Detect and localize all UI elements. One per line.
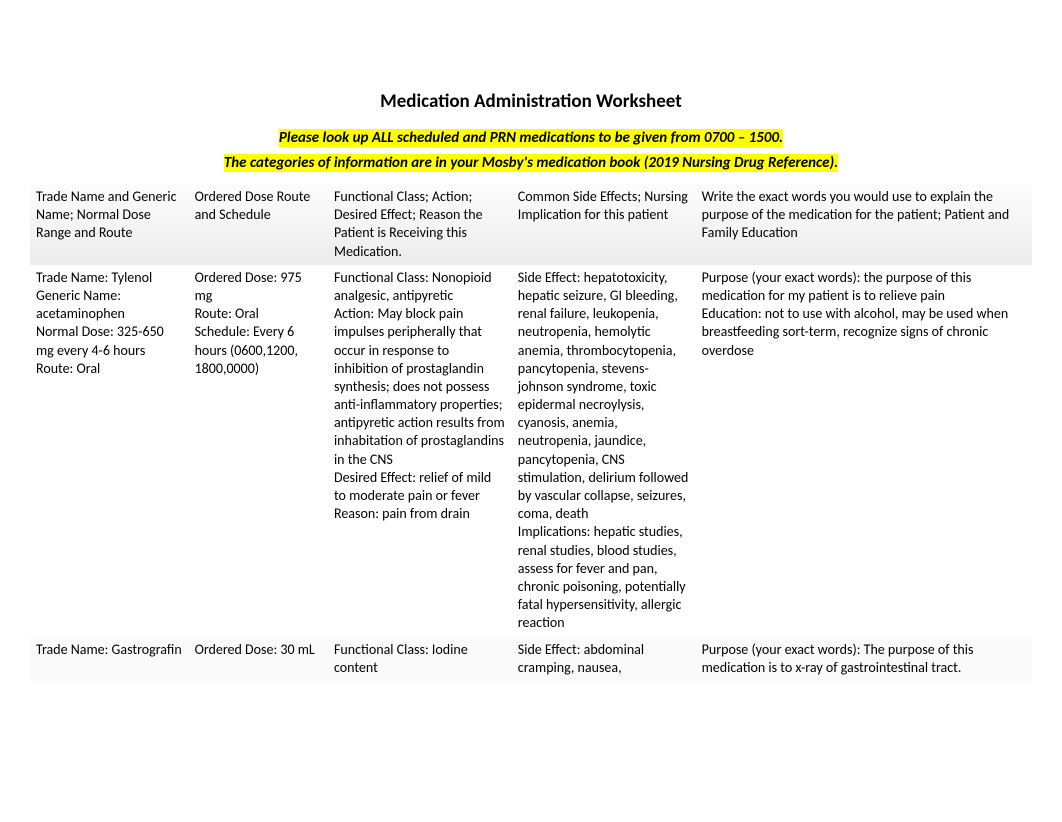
cell-text: Purpose (your exact words): The purpose … bbox=[702, 641, 1026, 677]
cell-trade-name: Trade Name: Tylenol Generic Name: acetam… bbox=[30, 265, 189, 637]
instruction-line-2: The categories of information are in you… bbox=[224, 154, 838, 172]
cell-side-effects: Side Effect: hepatotoxicity, hepatic sei… bbox=[512, 265, 696, 637]
cell-ordered-dose: Ordered Dose: 975 mg Route: Oral Schedul… bbox=[189, 265, 328, 637]
col-header-side-effects: Common Side Effects; Nursing Implication… bbox=[512, 184, 696, 265]
cell-text: Desired Effect: relief of mild to modera… bbox=[334, 469, 506, 505]
cell-text: Education: not to use with alcohol, may … bbox=[702, 305, 1026, 360]
table-header-row: Trade Name and Generic Name; Normal Dose… bbox=[30, 184, 1032, 265]
cell-text: Implications: hepatic studies, renal stu… bbox=[518, 523, 690, 632]
cell-ordered-dose: Ordered Dose: 30 mL bbox=[189, 637, 328, 681]
col-header-functional-class: Functional Class; Action; Desired Effect… bbox=[328, 184, 512, 265]
medication-table: Trade Name and Generic Name; Normal Dose… bbox=[30, 184, 1032, 681]
cell-text: Purpose (your exact words): the purpose … bbox=[702, 269, 1026, 305]
cell-text: Trade Name: Tylenol bbox=[36, 269, 183, 287]
cell-functional-class: Functional Class: Iodine content bbox=[328, 637, 512, 681]
cell-purpose: Purpose (your exact words): The purpose … bbox=[696, 637, 1032, 681]
cell-text: Ordered Dose: 975 mg bbox=[195, 269, 322, 305]
cell-text: Functional Class: Iodine content bbox=[334, 641, 506, 677]
cell-text: Normal Dose: 325-650 mg every 4-6 hours bbox=[36, 323, 183, 359]
cell-text: Generic Name: acetaminophen bbox=[36, 287, 183, 323]
cell-text: Ordered Dose: 30 mL bbox=[195, 641, 322, 659]
table-row: Trade Name: Gastrografin Ordered Dose: 3… bbox=[30, 637, 1032, 681]
col-header-trade-name: Trade Name and Generic Name; Normal Dose… bbox=[30, 184, 189, 265]
instruction-block: Please look up ALL scheduled and PRN med… bbox=[30, 127, 1032, 174]
worksheet-page: Medication Administration Worksheet Plea… bbox=[0, 0, 1062, 681]
cell-text: Side Effect: abdominal cramping, nausea, bbox=[518, 641, 690, 677]
cell-functional-class: Functional Class: Nonopioid analgesic, a… bbox=[328, 265, 512, 637]
instruction-line-1: Please look up ALL scheduled and PRN med… bbox=[279, 129, 783, 147]
cell-trade-name: Trade Name: Gastrografin bbox=[30, 637, 189, 681]
col-header-purpose: Write the exact words you would use to e… bbox=[696, 184, 1032, 265]
cell-text: Route: Oral bbox=[36, 360, 183, 378]
cell-text: Route: Oral bbox=[195, 305, 322, 323]
cell-side-effects: Side Effect: abdominal cramping, nausea, bbox=[512, 637, 696, 681]
cell-purpose: Purpose (your exact words): the purpose … bbox=[696, 265, 1032, 637]
cell-text: Schedule: Every 6 hours (0600,1200, 1800… bbox=[195, 323, 322, 378]
cell-text: Functional Class: Nonopioid analgesic, a… bbox=[334, 269, 506, 305]
page-title: Medication Administration Worksheet bbox=[30, 90, 1032, 113]
cell-text: Trade Name: Gastrografin bbox=[36, 641, 183, 659]
cell-text: Action: May block pain impulses peripher… bbox=[334, 305, 506, 469]
table-row: Trade Name: Tylenol Generic Name: acetam… bbox=[30, 265, 1032, 637]
col-header-ordered-dose: Ordered Dose Route and Schedule bbox=[189, 184, 328, 265]
cell-text: Side Effect: hepatotoxicity, hepatic sei… bbox=[518, 269, 690, 524]
cell-text: Reason: pain from drain bbox=[334, 505, 506, 523]
